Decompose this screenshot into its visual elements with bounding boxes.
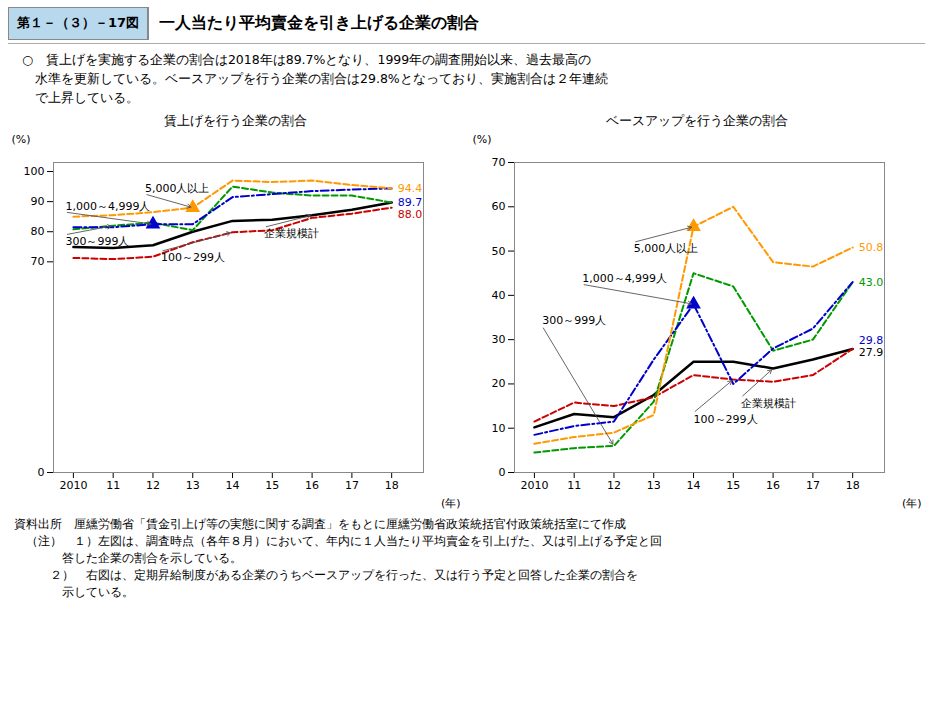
svg-text:14: 14 <box>687 479 701 492</box>
html-text:２） 右図は、定期昇給制度がある企業のうちベースアップを行っ: ２） 右図は、定期昇給制度がある企業のうちベースアップを行った、又は行う予定と回… <box>14 568 638 582</box>
svg-text:70: 70 <box>492 156 506 169</box>
svg-text:11: 11 <box>106 479 120 492</box>
svg-text:89.7: 89.7 <box>397 196 423 209</box>
html-text:賃上げを行う企業の割合: 賃上げを行う企業の割合 <box>164 113 307 128</box>
svg-text:50: 50 <box>492 245 506 258</box>
svg-text:100～299人: 100～299人 <box>161 251 225 264</box>
svg-text:13: 13 <box>647 479 661 492</box>
html-text:ベースアップを行う企業の割合: ベースアップを行う企業の割合 <box>605 113 788 128</box>
html-text:○ 賃上げを実施する企業の割合は2018年は89.7%となり: ○ 賃上げを実施する企業の割合は2018年は89.7%となり、1999年の調査開… <box>22 52 592 67</box>
svg-text:企業規模計: 企業規模計 <box>264 227 319 240</box>
html-text:で上昇している。: で上昇している。 <box>22 90 139 105</box>
svg-text:80: 80 <box>31 225 45 238</box>
html-text:一人当たり平均賣金を引き上げる企業の割合: 一人当たり平均賣金を引き上げる企業の割合 <box>159 13 480 32</box>
html-text:第１－（３）－17図: 第１－（３）－17図 <box>17 15 140 30</box>
svg-text:(年): (年) <box>441 497 461 510</box>
svg-text:1,000～4,999人: 1,000～4,999人 <box>582 272 667 285</box>
svg-text:17: 17 <box>345 479 359 492</box>
html-text:示している。: 示している。 <box>14 585 134 599</box>
svg-text:企業規模計: 企業規模計 <box>741 397 796 410</box>
svg-text:18: 18 <box>846 479 860 492</box>
svg-text:16: 16 <box>305 479 319 492</box>
svg-text:11: 11 <box>567 479 581 492</box>
svg-text:15: 15 <box>265 479 279 492</box>
svg-text:100: 100 <box>24 165 45 178</box>
svg-text:1,000～4,999人: 1,000～4,999人 <box>65 200 150 213</box>
svg-text:(%): (%) <box>473 133 492 146</box>
html-text:水準を更新している。ベースアップを行う企業の割合は29.8%: 水準を更新している。ベースアップを行う企業の割合は29.8%となっており、実施割… <box>22 71 608 86</box>
svg-text:16: 16 <box>766 479 780 492</box>
svg-text:18: 18 <box>385 479 399 492</box>
svg-text:60: 60 <box>492 200 506 213</box>
svg-text:70: 70 <box>31 255 45 268</box>
svg-text:12: 12 <box>146 479 160 492</box>
svg-text:12: 12 <box>607 479 621 492</box>
svg-text:10: 10 <box>492 422 506 435</box>
html-text:答した企業の割合を示している。: 答した企業の割合を示している。 <box>14 551 242 565</box>
svg-text:40: 40 <box>492 289 506 302</box>
svg-text:2010: 2010 <box>520 479 548 492</box>
svg-text:13: 13 <box>186 479 200 492</box>
svg-text:(年): (年) <box>902 497 922 510</box>
svg-text:17: 17 <box>806 479 820 492</box>
svg-text:50.8: 50.8 <box>859 241 884 254</box>
svg-text:0: 0 <box>499 466 506 479</box>
svg-text:14: 14 <box>226 479 240 492</box>
html-text:（注） １）左図は、調査時点（各年８月）において、年内に１人: （注） １）左図は、調査時点（各年８月）において、年内に１人当たり平均賣金を引上… <box>14 534 662 548</box>
svg-text:300～999人: 300～999人 <box>65 235 129 248</box>
svg-text:29.8: 29.8 <box>858 334 884 347</box>
svg-text:90: 90 <box>31 195 45 208</box>
svg-text:15: 15 <box>726 479 740 492</box>
svg-text:88.0: 88.0 <box>398 208 423 221</box>
svg-text:94.4: 94.4 <box>398 182 423 195</box>
svg-text:30: 30 <box>492 333 506 346</box>
svg-text:2010: 2010 <box>59 479 87 492</box>
html-text:資料出所 厘纁労働省「賃金引上げ等の実態に関する調査」をもと: 資料出所 厘纁労働省「賃金引上げ等の実態に関する調査」をもとに厘纁労働省政策統括… <box>14 517 626 531</box>
svg-text:(%): (%) <box>12 133 31 146</box>
svg-text:5,000人以上: 5,000人以上 <box>634 242 699 255</box>
svg-text:20: 20 <box>492 377 506 390</box>
svg-text:27.9: 27.9 <box>859 346 884 359</box>
svg-text:43.0: 43.0 <box>859 276 884 289</box>
svg-text:100～299人: 100～299人 <box>694 413 758 426</box>
svg-text:0: 0 <box>38 466 45 479</box>
svg-text:5,000人以上: 5,000人以上 <box>145 182 210 195</box>
svg-text:300～999人: 300～999人 <box>542 314 606 327</box>
